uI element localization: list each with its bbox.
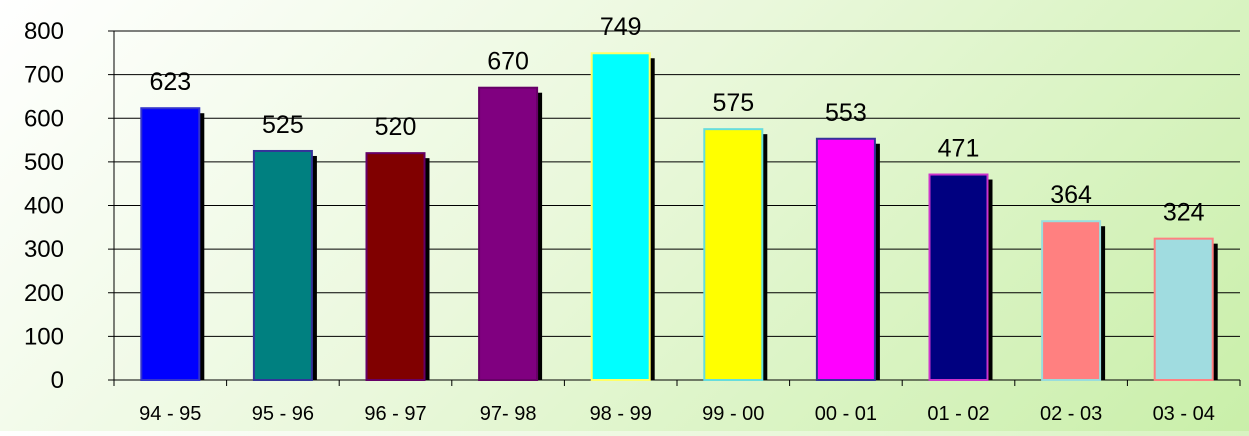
data-label: 324 [1163, 199, 1205, 227]
y-tick-label: 700 [24, 62, 64, 89]
x-tick-label: 00 - 01 [815, 403, 877, 425]
bar-98-99 [590, 52, 651, 381]
y-tick-label: 200 [24, 280, 64, 307]
x-tick-label: 02 - 03 [1040, 403, 1102, 425]
data-label: 553 [825, 99, 867, 127]
bar-99-00 [703, 128, 764, 381]
y-tick-label: 600 [24, 105, 64, 132]
bar-96-97 [365, 152, 426, 381]
data-label: 749 [600, 13, 642, 41]
x-tick-labels: 94 - 95 95 - 96 96 - 97 97- 98 98 - 99 99 - 0… [139, 403, 1215, 425]
x-tick-label: 97- 98 [480, 403, 537, 425]
data-label: 471 [938, 135, 980, 163]
x-tick-label: 03 - 04 [1153, 403, 1215, 425]
y-tick-label: 300 [24, 236, 64, 263]
y-tick-label: 800 [24, 18, 64, 45]
x-tick-label: 99 - 00 [702, 403, 764, 425]
bar-01-02 [928, 173, 989, 381]
data-label: 623 [149, 68, 191, 96]
y-tick-label: 400 [24, 193, 64, 220]
y-tick-label: 100 [24, 323, 64, 350]
bar-03-04 [1153, 237, 1214, 381]
bars [140, 52, 1218, 382]
data-labels: 623 525 520 670 749 575 553 471 364 324 [149, 13, 1204, 226]
bar-95-96 [252, 149, 313, 381]
x-tick-label: 94 - 95 [139, 403, 201, 425]
bar-02-03 [1041, 220, 1102, 381]
bar-97-98 [478, 86, 539, 382]
bar-94-95 [140, 107, 201, 381]
x-tick-label: 95 - 96 [252, 403, 314, 425]
x-tick-label: 01 - 02 [927, 403, 989, 425]
data-label: 525 [262, 111, 304, 139]
y-tick-label: 500 [24, 149, 64, 176]
y-tick-labels: 0 100 200 300 400 500 600 700 800 [24, 18, 64, 394]
data-label: 520 [375, 113, 417, 141]
data-label: 670 [487, 48, 529, 76]
y-tick-label: 0 [51, 367, 64, 394]
x-tick-label: 96 - 97 [364, 403, 426, 425]
data-label: 364 [1050, 181, 1092, 209]
x-tick-label: 98 - 99 [590, 403, 652, 425]
data-label: 575 [712, 89, 754, 117]
bar-00-01 [815, 137, 876, 381]
